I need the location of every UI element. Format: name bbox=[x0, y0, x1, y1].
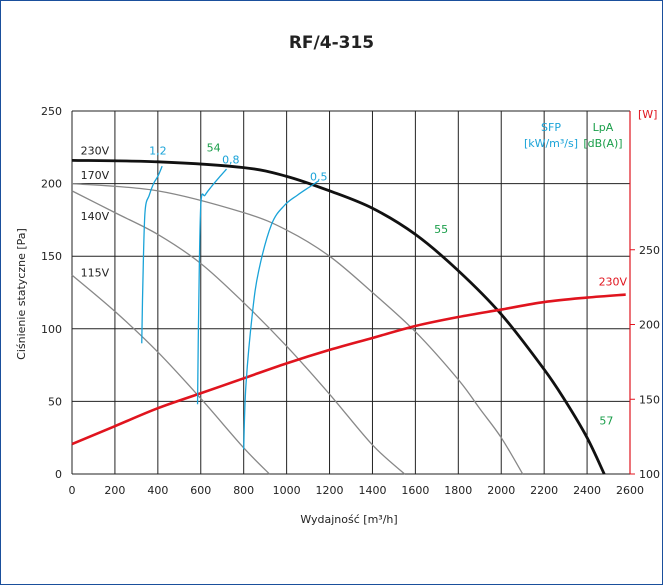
y-tick-label: 100 bbox=[41, 323, 62, 336]
x-tick-label: 200 bbox=[104, 484, 125, 497]
series-line bbox=[141, 165, 163, 344]
series-line bbox=[243, 180, 320, 450]
x-axis-label: Wydajność [m³/h] bbox=[300, 513, 397, 526]
x-tick-label: 1000 bbox=[273, 484, 301, 497]
curve-label: 54 bbox=[207, 142, 221, 155]
ticks: 0 200 400 600 800 1000 1200 1400 1600 1800 2000 220… bbox=[41, 105, 660, 497]
curve-label: 170V bbox=[81, 169, 110, 182]
series-line bbox=[71, 190, 406, 475]
x-tick-label: 0 bbox=[69, 484, 76, 497]
x-tick-label: 800 bbox=[233, 484, 254, 497]
x-tick-label: 2200 bbox=[530, 484, 558, 497]
y-tick-label: 50 bbox=[48, 395, 62, 408]
curve-label: 57 bbox=[599, 415, 613, 428]
y-tick-label: 0 bbox=[55, 468, 62, 481]
x-tick-label: 1600 bbox=[401, 484, 429, 497]
curve-label: 0,5 bbox=[310, 171, 328, 184]
curve-label: 115V bbox=[81, 267, 110, 280]
x-tick-label: 2000 bbox=[487, 484, 515, 497]
y2-axis-label: [W] bbox=[638, 108, 657, 121]
x-tick-label: 2600 bbox=[616, 484, 644, 497]
x-tick-label: 1400 bbox=[358, 484, 386, 497]
x-tick-label: 2400 bbox=[573, 484, 601, 497]
series-line bbox=[71, 182, 524, 475]
curve-label: 0,8 bbox=[222, 153, 240, 166]
curve-label: 1,2 bbox=[149, 145, 167, 158]
x-tick-label: 400 bbox=[147, 484, 168, 497]
curves bbox=[71, 158, 626, 475]
x-tick-label: 1200 bbox=[316, 484, 344, 497]
y2-tick-label: 250 bbox=[639, 244, 660, 257]
y-tick-label: 150 bbox=[41, 250, 62, 263]
series-line bbox=[71, 293, 626, 446]
x-tick-label: 600 bbox=[190, 484, 211, 497]
curve-label: 140V bbox=[81, 210, 110, 223]
y2-tick-label: 200 bbox=[639, 319, 660, 332]
series-line bbox=[71, 158, 606, 475]
y-tick-label: 200 bbox=[41, 178, 62, 191]
y2-tick-label: 100 bbox=[639, 468, 660, 481]
lpa-header: LpA bbox=[593, 121, 614, 134]
sfp-header: SFP bbox=[541, 121, 561, 134]
x-tick-label: 1800 bbox=[444, 484, 472, 497]
curve-label: 55 bbox=[434, 223, 448, 236]
chart-title: RF/4-315 bbox=[288, 33, 375, 53]
curve-label: 230V bbox=[599, 276, 628, 289]
series-line bbox=[71, 274, 270, 475]
y-tick-label: 250 bbox=[41, 105, 62, 118]
y2-tick-label: 150 bbox=[639, 393, 660, 406]
grid bbox=[71, 110, 631, 475]
curve-label: 230V bbox=[81, 145, 110, 158]
lpa-unit: [dB(A)] bbox=[583, 137, 622, 150]
y-axis-label: Ciśnienie statyczne [Pa] bbox=[15, 228, 28, 360]
series-line bbox=[196, 168, 228, 405]
annotations: 230V 170V 140V 115V 1,2 0,8 0,5 54 55 57 230V bbox=[81, 142, 628, 428]
sfp-unit: [kW/m³/s] bbox=[524, 137, 578, 150]
